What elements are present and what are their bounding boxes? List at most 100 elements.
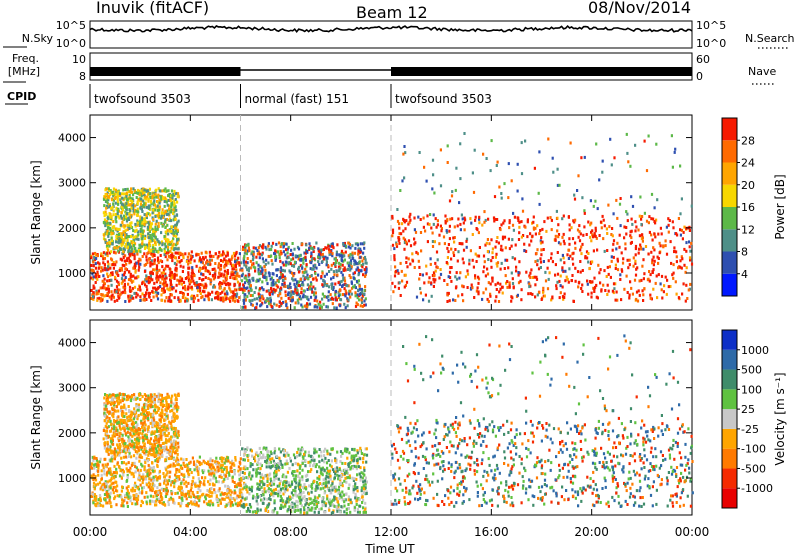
range-cell [165, 478, 168, 482]
range-cell [559, 291, 562, 295]
range-cell [297, 247, 301, 251]
range-cell [362, 262, 365, 266]
range-cell [268, 274, 271, 278]
range-cell [154, 225, 157, 229]
range-cell [639, 195, 642, 199]
range-cell [298, 254, 301, 258]
range-cell [148, 257, 151, 261]
range-cell [173, 275, 176, 279]
range-cell [170, 255, 173, 259]
range-cell [359, 242, 362, 246]
range-cell [135, 456, 138, 460]
range-cell [594, 199, 597, 203]
range-cell [334, 265, 337, 268]
range-cell [183, 473, 186, 477]
range-cell [196, 286, 199, 290]
range-cell [253, 297, 256, 301]
range-cell [103, 286, 106, 290]
range-cell [427, 299, 431, 303]
range-cell [213, 277, 216, 281]
range-cell [214, 252, 217, 256]
range-cell [229, 504, 232, 508]
range-cell [248, 249, 251, 253]
range-cell [98, 481, 102, 485]
range-cell [477, 292, 480, 296]
range-cell [136, 502, 139, 506]
range-cell [292, 272, 295, 276]
range-cell [583, 209, 586, 213]
range-cell [141, 486, 144, 490]
range-cell [240, 491, 243, 495]
range-cell [260, 286, 264, 290]
range-cell [134, 224, 137, 228]
range-cell [130, 249, 133, 253]
range-cell [106, 501, 109, 505]
range-cell [224, 295, 227, 299]
range-cell [115, 426, 118, 430]
range-cell [302, 283, 305, 287]
range-cell [163, 250, 166, 254]
range-cell [315, 278, 318, 282]
range-cell [531, 276, 534, 279]
range-cell [172, 462, 175, 466]
range-cell [567, 257, 570, 260]
range-cell [189, 495, 192, 499]
range-cell [331, 254, 334, 258]
range-cell [90, 256, 93, 260]
range-cell [185, 484, 188, 488]
range-cell [165, 200, 168, 204]
range-cell [130, 202, 133, 206]
range-cell [679, 164, 682, 168]
range-cell [425, 179, 428, 183]
range-cell [446, 256, 449, 259]
range-cell [549, 216, 552, 220]
range-cell [134, 465, 137, 469]
range-cell [148, 477, 151, 481]
range-cell [153, 268, 156, 272]
range-cell [572, 251, 575, 255]
freq-trace [90, 67, 692, 76]
range-cell [570, 226, 573, 230]
range-cell [461, 293, 464, 297]
range-cell [400, 269, 403, 273]
range-cell [404, 273, 407, 277]
range-cell [164, 280, 167, 284]
range-cell [124, 210, 127, 214]
range-cell [426, 222, 429, 226]
range-cell [503, 235, 507, 239]
range-cell [197, 477, 200, 481]
range-cell [283, 269, 286, 273]
range-cell [587, 220, 590, 224]
range-cell [229, 282, 232, 286]
range-cell [235, 288, 238, 292]
range-cell [197, 471, 200, 475]
range-cell [308, 242, 311, 246]
range-cell [121, 396, 124, 400]
range-cell [121, 501, 124, 505]
range-cell [160, 425, 163, 429]
range-cell [338, 289, 341, 293]
range-cell [414, 241, 417, 245]
range-cell [175, 213, 178, 217]
range-cell [330, 267, 333, 271]
range-cell [161, 277, 164, 281]
range-cell [476, 254, 479, 258]
range-cell [120, 489, 123, 493]
range-cell [232, 273, 235, 276]
range-cell [172, 237, 175, 241]
range-cell [252, 278, 255, 282]
range-cell [163, 211, 166, 215]
range-cell [281, 261, 284, 265]
range-cell [290, 290, 293, 294]
range-cell [474, 215, 477, 219]
range-cell [142, 408, 145, 412]
range-cell [135, 228, 138, 232]
range-cell [297, 280, 300, 284]
range-cell [496, 264, 499, 268]
range-cell [285, 304, 288, 308]
range-cell [331, 242, 334, 246]
range-cell [170, 427, 173, 431]
range-cell [196, 484, 199, 488]
range-cell [454, 248, 457, 251]
range-cell [155, 288, 158, 291]
